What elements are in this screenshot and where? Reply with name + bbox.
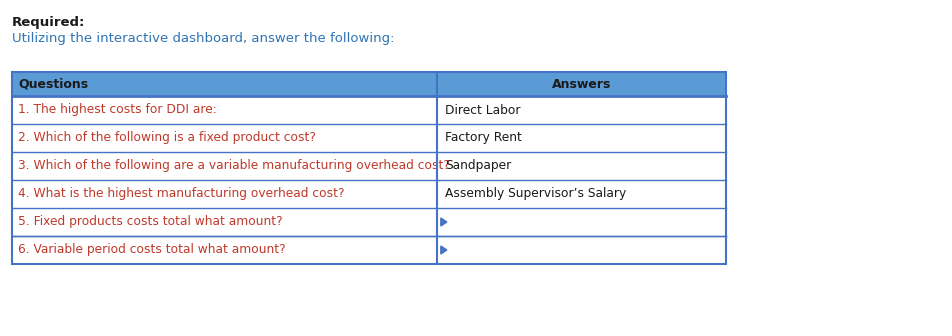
Text: Factory Rent: Factory Rent [445, 131, 521, 144]
Bar [12, 72, 725, 264]
Bar [436, 208, 725, 236]
Bar [12, 124, 436, 152]
Text: 1. The highest costs for DDI are:: 1. The highest costs for DDI are: [18, 103, 216, 117]
Bar [436, 124, 725, 152]
Bar [12, 72, 725, 96]
Text: Questions: Questions [18, 78, 88, 90]
Text: Utilizing the interactive dashboard, answer the following:: Utilizing the interactive dashboard, ans… [12, 32, 394, 45]
Text: 5. Fixed products costs total what amount?: 5. Fixed products costs total what amoun… [18, 215, 283, 228]
Bar [12, 96, 436, 124]
Polygon shape [441, 218, 446, 226]
Bar [12, 152, 436, 180]
Bar [436, 180, 725, 208]
Text: Answers: Answers [551, 78, 610, 90]
Bar [12, 236, 436, 264]
Text: Required:: Required: [12, 16, 86, 29]
Text: Direct Labor: Direct Labor [445, 103, 520, 117]
Text: 2. Which of the following is a fixed product cost?: 2. Which of the following is a fixed pro… [18, 131, 315, 144]
Bar [436, 152, 725, 180]
Bar [12, 180, 436, 208]
Bar [12, 208, 436, 236]
Text: 3. Which of the following are a variable manufacturing overhead cost?: 3. Which of the following are a variable… [18, 160, 449, 172]
Text: Assembly Supervisor’s Salary: Assembly Supervisor’s Salary [445, 187, 625, 201]
Bar [436, 96, 725, 124]
Bar [436, 236, 725, 264]
Text: 4. What is the highest manufacturing overhead cost?: 4. What is the highest manufacturing ove… [18, 187, 344, 201]
Polygon shape [441, 246, 446, 254]
Text: 6. Variable period costs total what amount?: 6. Variable period costs total what amou… [18, 244, 286, 256]
Text: Sandpaper: Sandpaper [445, 160, 510, 172]
